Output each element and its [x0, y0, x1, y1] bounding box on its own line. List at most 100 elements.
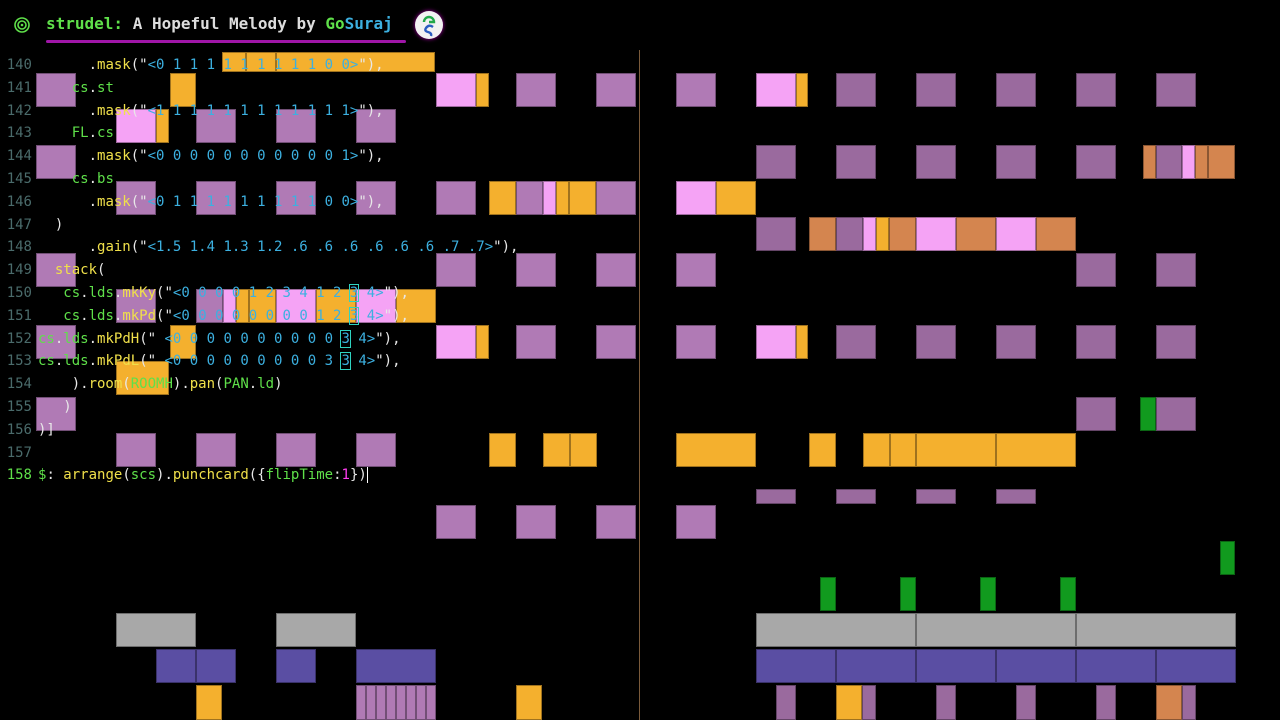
note-block — [196, 289, 223, 323]
code-line[interactable]: 148 .gain("<1.5 1.4 1.3 1.2 .6 .6 .6 .6 … — [0, 236, 519, 259]
code-token: ({ — [248, 467, 266, 484]
line-number: 147 — [6, 216, 32, 233]
note-block — [1220, 541, 1235, 575]
code-token: . — [88, 57, 98, 73]
code-token: gain — [97, 239, 131, 256]
note-block — [596, 325, 636, 359]
code-token: (" — [139, 330, 157, 347]
code-token: mask — [97, 148, 131, 165]
note-block — [836, 649, 916, 683]
code-token: mkPdH — [97, 330, 140, 347]
note-block — [196, 433, 236, 467]
note-block — [436, 181, 476, 215]
code-line[interactable]: 141 cs.st — [0, 77, 518, 100]
note-block — [516, 73, 556, 107]
code-line[interactable]: 143 FL.cs — [0, 122, 518, 145]
code-editor[interactable]: 140 .mask("<0 1 1 1 1 1 1 1 1 1 0 0>"), 1… — [0, 54, 518, 487]
code-line[interactable]: 151 cs.lds.mkPd("<0 0 0 0 0 0 0 0 1 2 3 … — [0, 305, 518, 328]
note-block — [889, 217, 916, 251]
note-block — [436, 325, 476, 359]
note-block — [936, 685, 956, 720]
code-line[interactable]: 149 stack( — [0, 259, 518, 282]
code-token: ). — [156, 467, 173, 484]
code-line[interactable]: 142 .mask("<1 1 1 1 1 1 1 1 1 1 1 1>"), — [0, 100, 518, 123]
code-token: : — [46, 467, 64, 484]
note-block — [116, 361, 169, 395]
note-block — [916, 649, 996, 683]
code-token: punchcard — [172, 467, 249, 484]
note-block — [36, 325, 76, 359]
note-block — [676, 181, 716, 215]
code-line[interactable]: 150 cs.lds.mkKy("<0 0 0 0 1 2 3 4 1 2 3 … — [0, 282, 518, 305]
note-block — [276, 613, 356, 647]
note-block — [716, 181, 756, 215]
note-block — [796, 73, 808, 107]
code-token: cs — [71, 79, 89, 96]
title-underline — [46, 40, 406, 43]
note-block — [876, 217, 889, 251]
code-line[interactable]: 155 ) — [0, 396, 518, 419]
spiral-icon — [14, 17, 30, 33]
code-token: bs — [97, 170, 114, 187]
code-token: (" — [130, 193, 148, 210]
note-block — [36, 253, 76, 287]
note-block — [676, 73, 716, 107]
code-token: 4> — [358, 284, 384, 301]
code-token: st — [97, 79, 114, 96]
line-number: 155 — [6, 398, 32, 415]
note-block — [756, 649, 836, 683]
code-line[interactable]: 146 .mask("<0 1 1 1 1 1 1 1 1 1 0 0>"), — [0, 191, 518, 214]
note-block — [476, 325, 489, 359]
line-number: 144 — [6, 148, 32, 165]
code-token: cs — [63, 284, 81, 301]
code-token: $ — [38, 467, 47, 484]
header-bar: strudel: A Hopeful Melody by GoSuraj — [0, 0, 1280, 50]
code-line[interactable]: 154 ).room(ROOMH).pan(PAN.ld) — [0, 373, 518, 396]
note-block — [1182, 145, 1195, 179]
code-token: . — [80, 284, 89, 301]
note-block — [996, 73, 1036, 107]
code-token: ld — [257, 376, 275, 393]
line-number: 148 — [6, 239, 32, 256]
code-line[interactable]: 153 cs.lds.mkPdL(" <0 0 0 0 0 0 0 0 0 3 3… — [0, 350, 518, 373]
code-token: "), — [358, 193, 384, 210]
note-block — [996, 649, 1076, 683]
line-number: 157 — [6, 444, 32, 461]
note-block — [516, 325, 556, 359]
code-token: <0 0 0 0 0 0 0 0 0 3 — [156, 353, 342, 370]
note-block — [1060, 577, 1076, 611]
note-block — [516, 685, 542, 720]
code-token: . — [88, 102, 98, 119]
note-block — [276, 649, 316, 683]
code-token: ( — [97, 262, 106, 279]
indent — [38, 262, 55, 278]
code-token: <0 0 0 0 0 0 0 0 1 2 — [172, 307, 350, 324]
note-block — [569, 181, 596, 215]
code-line[interactable]: 144 .mask("<0 0 0 0 0 0 0 0 0 0 0 1>"), — [0, 145, 518, 168]
code-token: flipTime — [265, 467, 334, 484]
note-block — [862, 685, 876, 720]
note-block — [396, 289, 436, 323]
code-token: (" — [130, 239, 148, 256]
code-token: FL — [71, 125, 89, 142]
note-block — [276, 109, 316, 143]
code-line[interactable]: 152 cs.lds.mkPdH(" <0 0 0 0 0 0 0 0 0 0 3… — [0, 328, 518, 351]
code-token: pan — [189, 376, 216, 393]
note-block — [836, 685, 862, 720]
code-line[interactable]: 140 .mask("<0 1 1 1 1 1 1 1 1 1 0 0>"), — [0, 54, 518, 77]
code-token: mask — [97, 57, 131, 73]
code-line[interactable]: 145 cs.bs — [0, 168, 518, 191]
note-block — [316, 289, 356, 323]
code-token: . — [88, 193, 98, 210]
note-block — [596, 73, 636, 107]
code-line[interactable]: 156)] — [0, 419, 518, 442]
avatar-icon[interactable] — [415, 11, 443, 39]
code-token: (" — [156, 284, 173, 301]
code-line[interactable]: 157 — [0, 442, 518, 465]
code-line[interactable]: 147 ) — [0, 214, 518, 237]
note-block — [1156, 73, 1196, 107]
song-title: A Hopeful Melody by — [123, 14, 326, 33]
code-line[interactable]: 158 $: arrange(scs).punchcard({flipTime:1… — [0, 464, 518, 487]
code-token: }) — [349, 467, 367, 484]
